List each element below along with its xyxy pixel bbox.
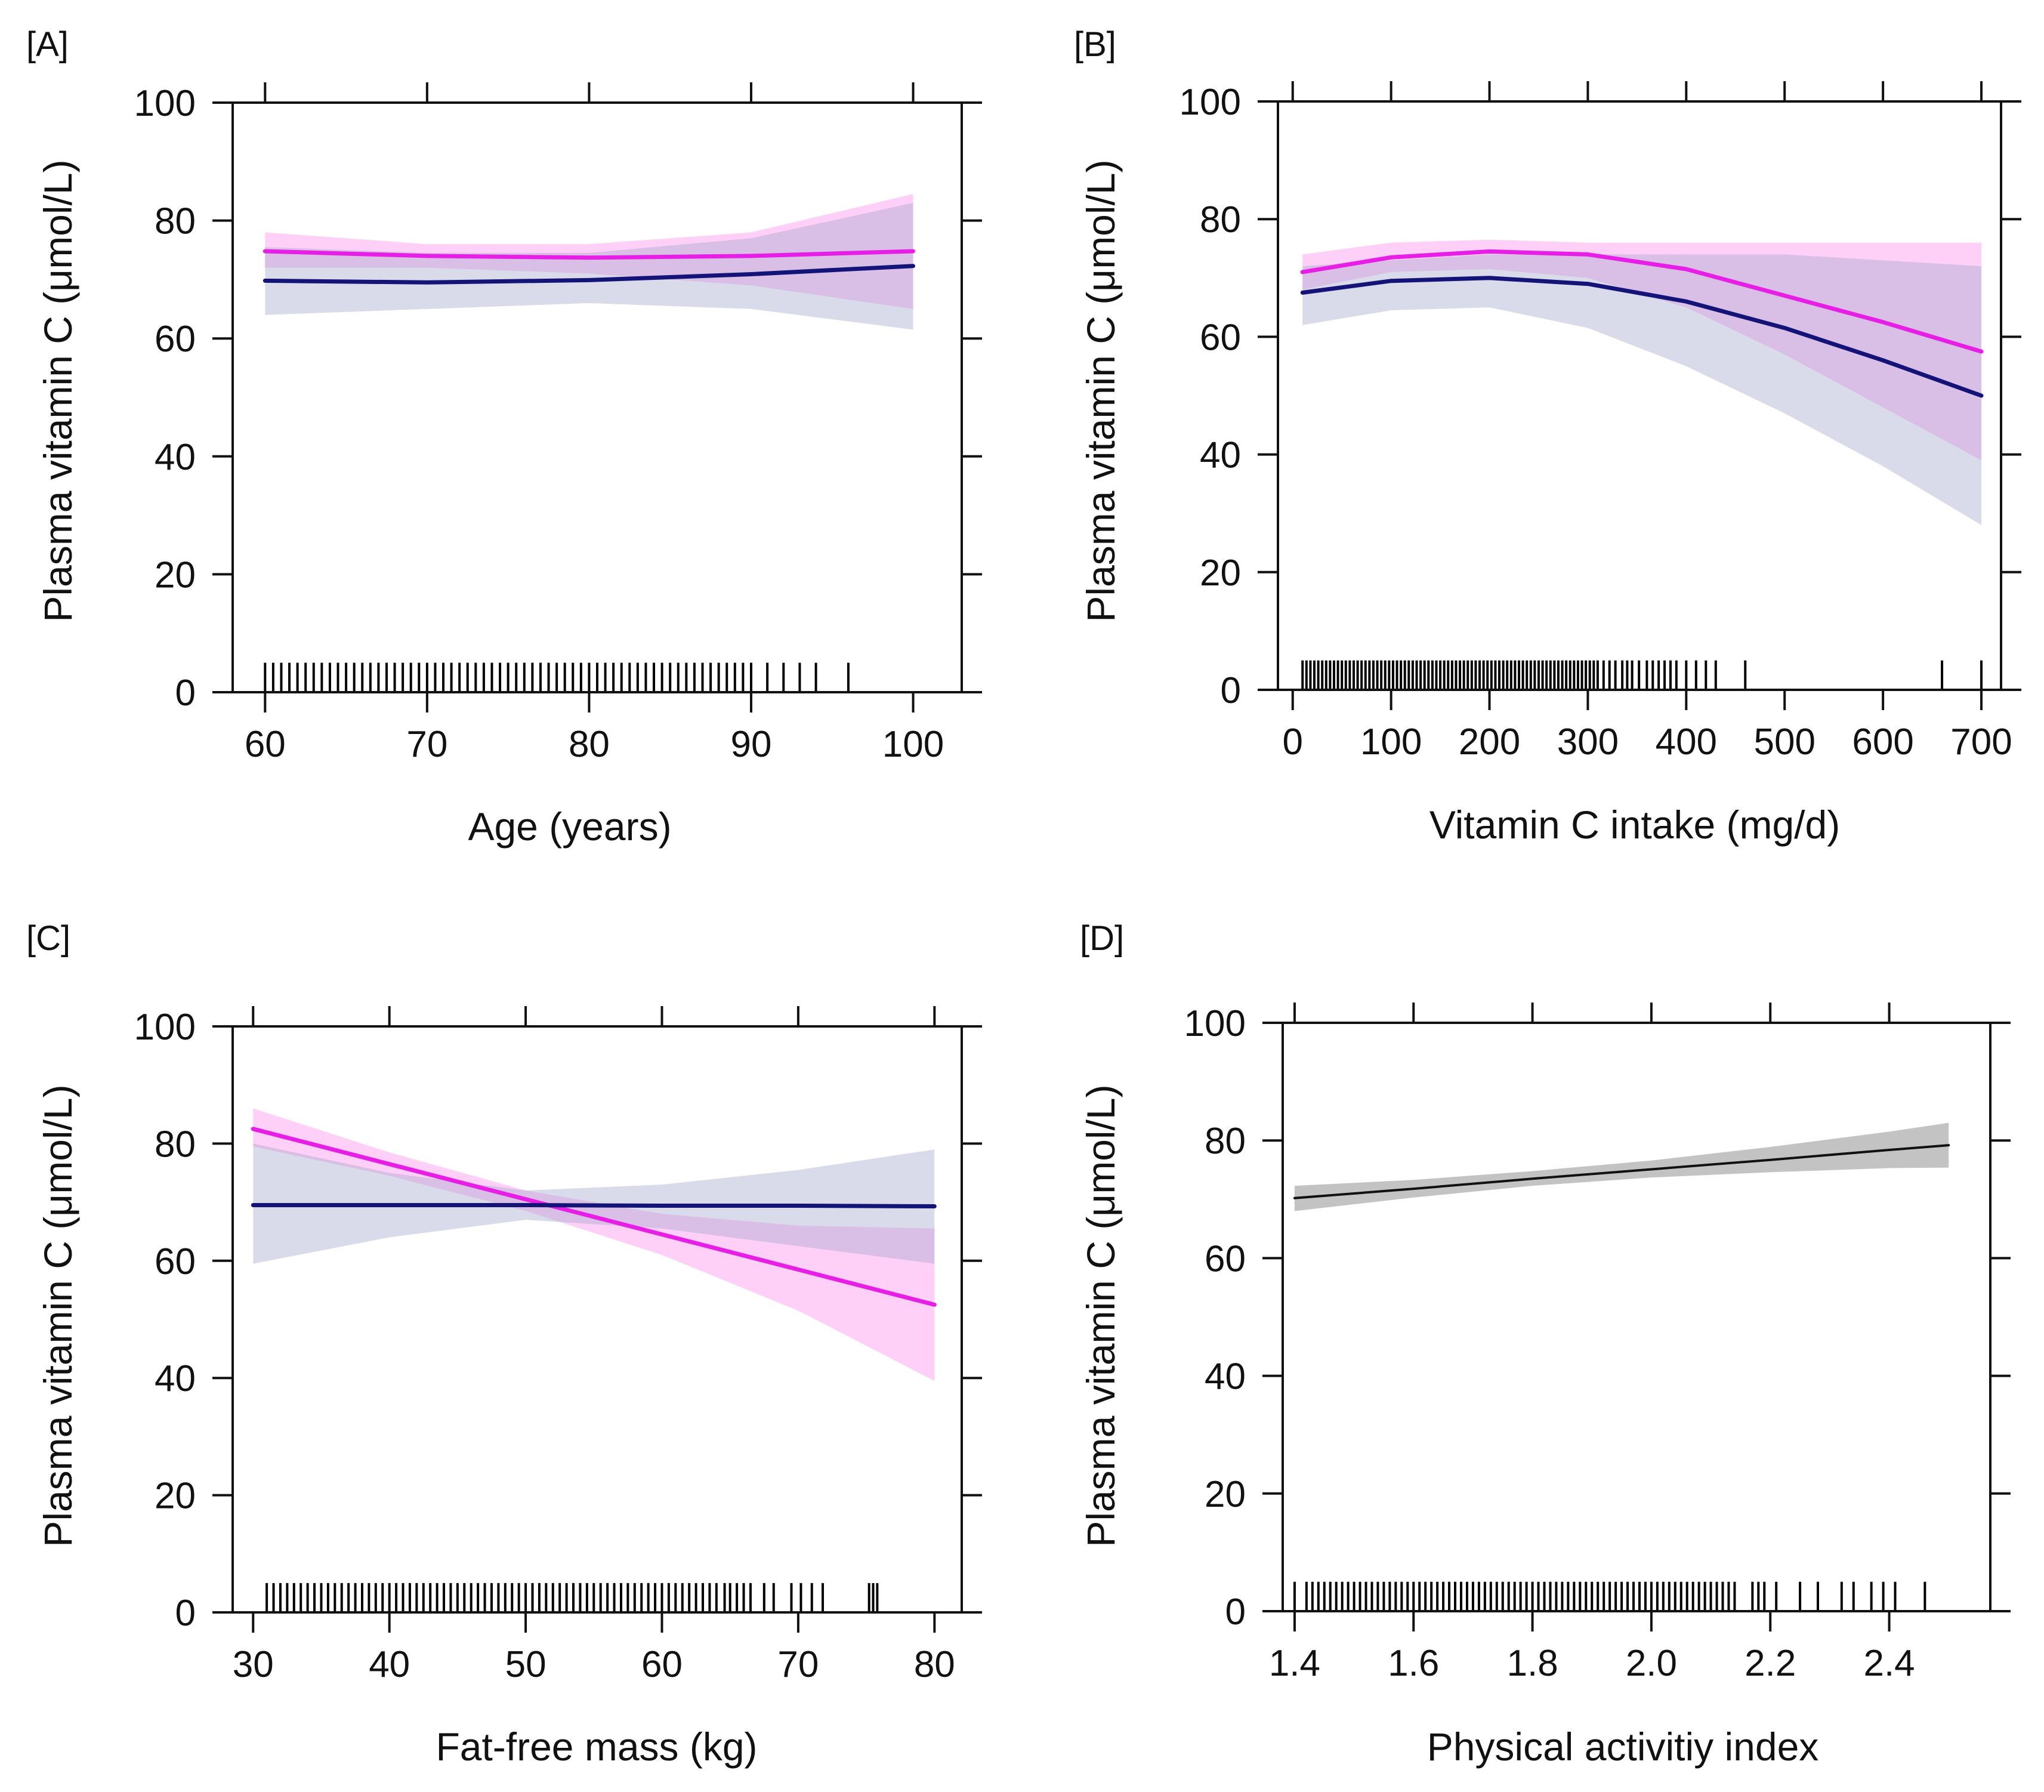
panel-a-magenta-confidence-band	[265, 194, 913, 309]
panel-a-x-tick-label: 80	[569, 724, 610, 765]
panel-b-magenta-fit-line	[1300, 249, 1984, 354]
panel-b-x-tick-label: 100	[1360, 721, 1422, 763]
panel-d-overall-confidence-band	[1294, 1122, 1949, 1211]
panel-a-x-tick-label: 90	[730, 724, 771, 765]
panel-a-y-tick-label: 40	[155, 437, 196, 478]
panel-d-y-axis-title: Plasma vitamin C (μmol/L)	[1079, 1084, 1123, 1547]
panel-a-y-tick-label: 0	[175, 673, 196, 714]
panel-d-plot: 1.4 1.6 1.8 2.0 2.2 2.4 0 20 40 60 80 100	[1184, 1003, 2011, 1684]
panel-c-x-tick-label: 50	[505, 1644, 546, 1685]
panel-c-plot: 30 40 50 60 70 80 0 20 40 60 80 100	[134, 1006, 982, 1685]
panel-d-label: [D]	[1080, 919, 1124, 958]
panel-d-overall-fit-line	[1293, 1144, 1950, 1199]
panel-b-label: [B]	[1074, 25, 1116, 64]
panel-d-y-tick-label: 60	[1205, 1238, 1246, 1279]
panel-d-y-tick-label: 100	[1184, 1003, 1246, 1044]
panel-c-navy-fit-line	[251, 1203, 937, 1208]
panel-b-navy-confidence-band	[1302, 254, 1981, 525]
panel-b-x-tick-label: 200	[1459, 721, 1520, 763]
panel-c-x-tick-label: 60	[641, 1644, 683, 1685]
panel-d-x-tick-label: 1.8	[1506, 1643, 1558, 1684]
panel-c-x-tick-label: 40	[369, 1644, 410, 1685]
panel-b-x-axis-title: Vitamin C intake (mg/d)	[1429, 803, 1840, 847]
panel-c-x-tick-label: 80	[914, 1644, 955, 1685]
panel-c-magenta-confidence-band	[253, 1108, 935, 1381]
panel-a-y-tick-label: 20	[155, 554, 196, 596]
panel-b-x-tick-label: 600	[1852, 721, 1913, 763]
panel-d-x-axis-title: Physical activitiy index	[1427, 1725, 1819, 1769]
panel-b-plot-frame	[1277, 100, 2002, 691]
panel-b-y-tick-label: 80	[1200, 199, 1241, 240]
panel-a-plot: 60 70 80 90 100 0 20 40 60 80 100	[134, 82, 982, 765]
panel-a-y-axis-title: Plasma vitamin C (μmol/L)	[36, 159, 80, 622]
panel-a-navy-confidence-band	[265, 203, 913, 330]
panel-b-plot: 0 100 200 300 400 500 600 700 0 20 40 60 80 100	[1180, 81, 2021, 763]
panel-d-x-tick-label: 2.0	[1626, 1643, 1677, 1684]
panel-c-y-tick-label: 20	[155, 1476, 196, 1517]
panel-c-y-tick-label: 60	[155, 1241, 196, 1282]
panel-c-y-tick-label: 80	[155, 1124, 196, 1165]
panel-c-label: [C]	[26, 919, 70, 958]
panel-a-y-tick-label: 80	[155, 201, 196, 242]
panel-c-x-tick-label: 70	[777, 1644, 819, 1685]
panel-d-y-tick-label: 20	[1205, 1474, 1246, 1515]
panel-c: [C] 30 40 50 60 70 80 0 20 40 60 80 100 Fat-free ma…	[26, 919, 982, 1769]
panel-b-y-axis-title: Plasma vitamin C (μmol/L)	[1079, 159, 1123, 622]
panel-d-x-tick-label: 1.6	[1388, 1643, 1439, 1684]
panel-a-x-tick-label: 60	[245, 724, 286, 765]
panel-b-y-tick-label: 0	[1221, 670, 1241, 711]
panel-b-y-tick-label: 20	[1200, 553, 1241, 594]
panel-d-y-tick-label: 40	[1205, 1356, 1246, 1398]
panel-b-x-tick-label: 700	[1950, 721, 2012, 763]
panel-b-y-tick-label: 40	[1200, 435, 1241, 476]
panel-c-plot-frame	[231, 1025, 963, 1614]
panel-b-navy-fit-line	[1300, 276, 1984, 398]
panel-b-x-tick-label: 300	[1557, 721, 1619, 763]
panel-a-x-tick-label: 70	[406, 724, 447, 765]
panel-a-navy-fit-line	[263, 264, 915, 285]
panel-c-x-axis-title: Fat-free mass (kg)	[436, 1725, 757, 1769]
panel-b: [B] 0 100 200 300 400 500 600 700 0 20 40 60 80 100 V…	[1074, 25, 2021, 847]
panel-a-x-tick-label: 100	[882, 724, 944, 765]
panel-c-y-tick-label: 40	[155, 1358, 196, 1399]
panel-d-x-tick-label: 2.4	[1863, 1643, 1915, 1684]
panel-c-y-tick-label: 0	[175, 1593, 196, 1634]
panel-d-x-tick-label: 1.4	[1269, 1643, 1320, 1684]
panel-b-y-tick-label: 100	[1180, 82, 1241, 123]
panel-c-y-tick-label: 100	[134, 1007, 196, 1048]
panel-c-y-axis-title: Plasma vitamin C (μmol/L)	[36, 1084, 80, 1547]
panel-a-label: [A]	[26, 25, 69, 64]
panel-d-x-tick-label: 2.2	[1744, 1643, 1796, 1684]
panel-a-y-tick-label: 60	[155, 319, 196, 360]
panel-a-magenta-fit-line	[263, 249, 915, 260]
panel-c-magenta-fit-line	[251, 1127, 937, 1307]
panel-d-y-tick-label: 0	[1225, 1591, 1246, 1633]
panel-d-y-tick-label: 80	[1205, 1121, 1246, 1162]
panel-b-x-tick-label: 500	[1753, 721, 1815, 763]
panel-a-y-tick-label: 100	[134, 83, 196, 124]
panel-b-x-tick-label: 0	[1282, 721, 1302, 763]
panel-d: [D] 1.4 1.6 1.8 2.0 2.2 2.4 0 20 40 60 80 100 Physi…	[1079, 919, 2011, 1769]
panel-b-x-tick-label: 400	[1656, 721, 1717, 763]
panel-b-y-tick-label: 60	[1200, 317, 1241, 358]
panel-a-plot-frame	[231, 101, 963, 693]
panel-a-x-axis-title: Age (years)	[468, 804, 671, 849]
panel-d-plot-frame	[1282, 1022, 1991, 1612]
panel-c-x-tick-label: 30	[233, 1644, 274, 1685]
panel-b-magenta-confidence-band	[1302, 239, 1981, 461]
